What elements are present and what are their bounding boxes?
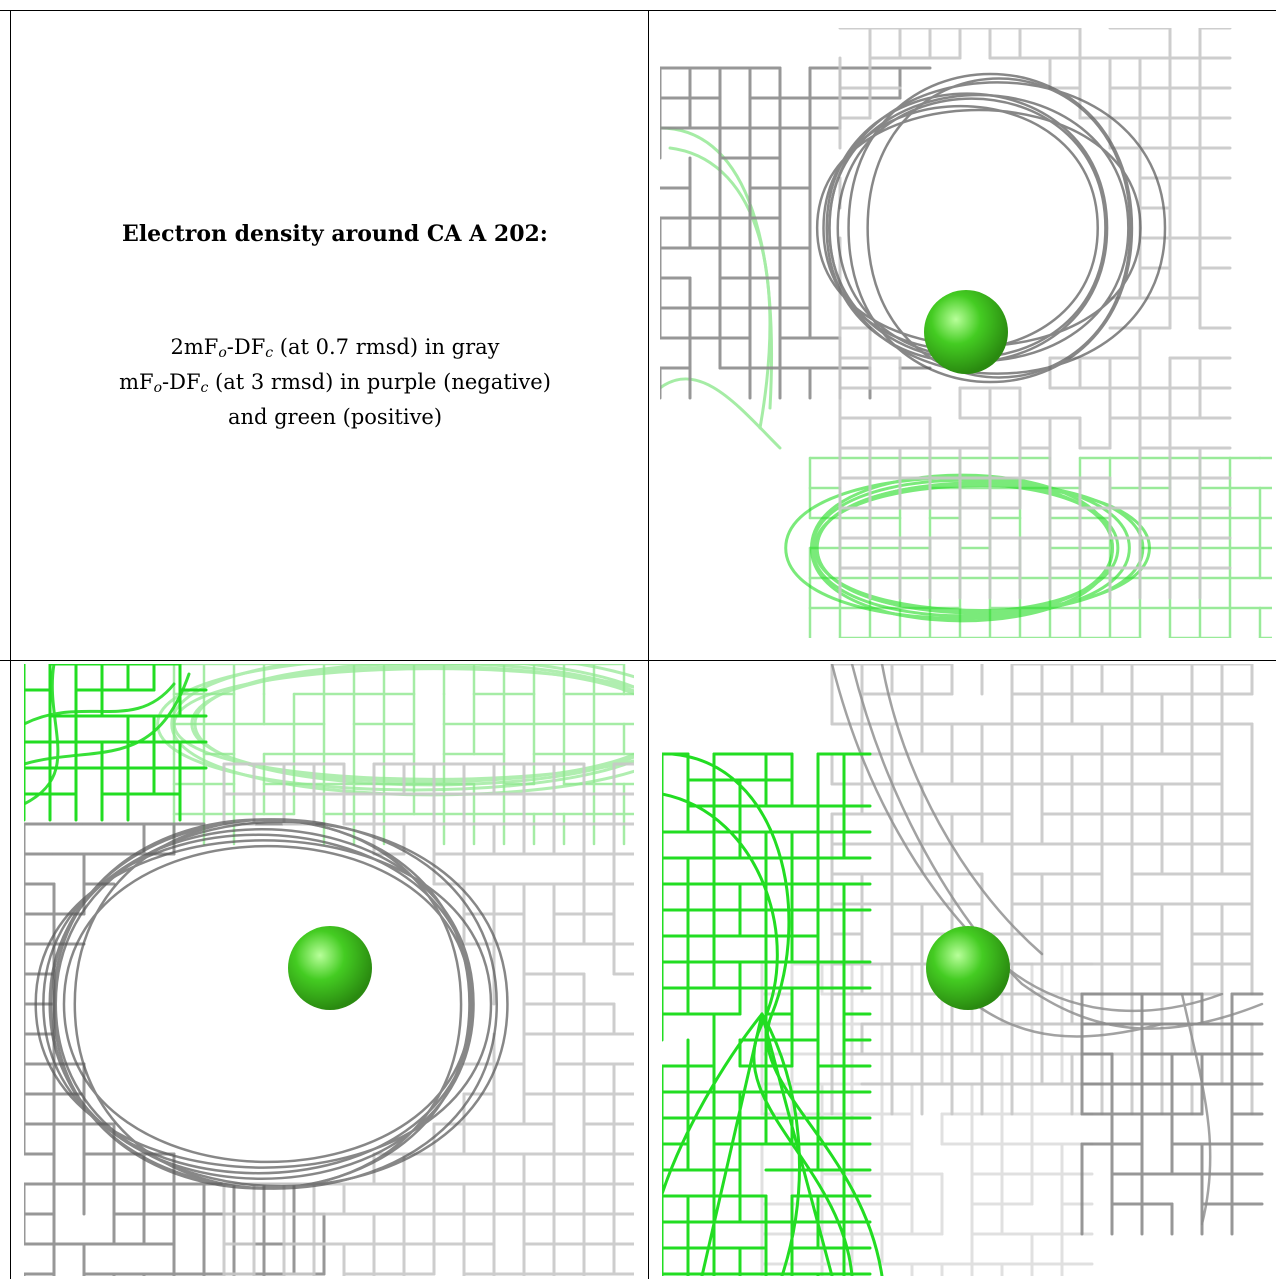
green-mesh-left bbox=[662, 752, 872, 1276]
gray-mesh-curves bbox=[830, 664, 1264, 1226]
green-mesh-top-right bbox=[172, 664, 634, 846]
caption-line-positive: and green (positive) bbox=[227, 405, 443, 429]
grid-line-top bbox=[0, 10, 1276, 11]
grid-line-center bbox=[648, 10, 649, 1279]
caption-line-2fo-fc: 2mFo-DFc (at 0.7 rmsd) in gray bbox=[170, 335, 500, 361]
green-mesh-top-left bbox=[24, 664, 208, 822]
calcium-ion-sphere bbox=[288, 926, 372, 1010]
density-view-1 bbox=[660, 28, 1272, 638]
green-mesh-arc-top bbox=[156, 664, 634, 797]
caption-line-fo-fc: mFo-DFc (at 3 rmsd) in purple (negative) bbox=[119, 370, 551, 396]
density-view-2 bbox=[24, 664, 634, 1276]
mesh-render-3 bbox=[662, 664, 1264, 1276]
caption-title: Electron density around CA A 202: bbox=[122, 221, 548, 247]
gray-mesh-curves bbox=[815, 72, 1167, 384]
gray-mesh-dark bbox=[24, 822, 326, 1276]
grid-line-left bbox=[10, 10, 11, 1279]
green-mesh-left-curves bbox=[662, 752, 884, 1276]
grid-line-middle bbox=[0, 660, 1276, 661]
gray-mesh-light bbox=[222, 762, 634, 1276]
calcium-ion-sphere bbox=[924, 290, 1008, 374]
mesh-render-1 bbox=[660, 28, 1272, 638]
calcium-ion-sphere bbox=[926, 926, 1010, 1010]
gray-mesh-light bbox=[830, 664, 1254, 1116]
green-mesh-top-left-curves bbox=[24, 664, 191, 806]
mesh-render-2 bbox=[24, 664, 634, 1276]
gray-mesh-light bbox=[838, 28, 1232, 600]
gray-mesh-dark-right bbox=[1080, 992, 1264, 1236]
caption-cell: Electron density around CA A 202: 2mFo-D… bbox=[11, 11, 648, 660]
caption: Electron density around CA A 202: 2mFo-D… bbox=[13, 13, 648, 660]
gray-mesh-curves bbox=[34, 818, 509, 1190]
density-view-3 bbox=[662, 664, 1274, 1276]
